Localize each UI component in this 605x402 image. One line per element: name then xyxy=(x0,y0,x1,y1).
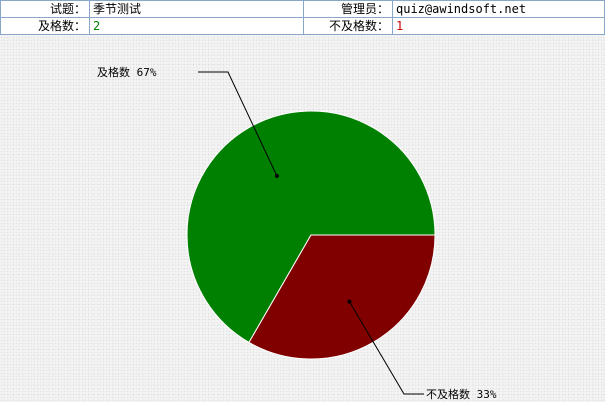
pass-count-label: 及格数： xyxy=(0,17,90,35)
leader-line-2 xyxy=(349,301,424,395)
fail-count-value: 1 xyxy=(392,17,605,35)
leader-line-1 xyxy=(198,71,278,177)
pie-slice-1 xyxy=(186,110,436,344)
quiz-info-table: 试题： 季节测试 管理员： quiz@awindsoft.net 及格数： 2 … xyxy=(0,0,605,35)
info-row-quiz: 试题： 季节测试 管理员： quiz@awindsoft.net xyxy=(0,0,605,18)
leader-dot-2 xyxy=(347,299,352,304)
leader-dot-1 xyxy=(274,173,279,178)
admin-value: quiz@awindsoft.net xyxy=(392,0,605,18)
slice-label-2: 不及格数 33% xyxy=(426,387,497,401)
info-row-counts: 及格数： 2 不及格数： 1 xyxy=(0,17,605,35)
slice-label-1: 及格数 67% xyxy=(97,65,157,79)
